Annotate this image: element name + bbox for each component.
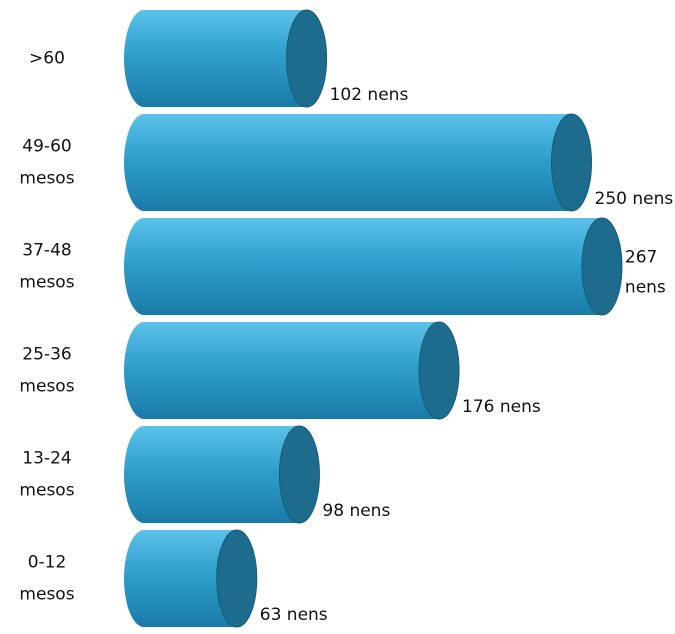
bar-5 bbox=[124, 425, 320, 524]
bar-body bbox=[124, 10, 307, 107]
bar-3 bbox=[124, 217, 623, 316]
data-label: 102 nens bbox=[330, 85, 409, 105]
category-label: 37-48 mesos bbox=[19, 241, 74, 293]
data-label: 176 nens bbox=[462, 397, 541, 417]
bar-cap bbox=[216, 529, 258, 628]
data-label: 63 nens bbox=[260, 605, 328, 625]
bar-body bbox=[124, 322, 440, 419]
data-label: 98 nens bbox=[322, 501, 390, 521]
bar-body bbox=[124, 218, 602, 315]
bar-2 bbox=[124, 113, 592, 212]
bar-1 bbox=[124, 9, 328, 108]
bar-cap bbox=[581, 217, 623, 316]
bar-cap bbox=[278, 425, 320, 524]
data-label: 250 nens bbox=[595, 189, 674, 209]
category-label: >60 bbox=[29, 49, 65, 69]
category-label: 0-12 mesos bbox=[19, 553, 74, 605]
bar-body bbox=[124, 530, 237, 627]
data-label: 267 nens bbox=[625, 248, 666, 298]
bar-body bbox=[124, 425, 300, 523]
bar-cap bbox=[418, 321, 460, 420]
category-label: 13-24 mesos bbox=[19, 449, 74, 501]
bar-body bbox=[124, 114, 572, 211]
bar-4 bbox=[124, 321, 460, 420]
bar-cap bbox=[551, 113, 592, 212]
category-label: 25-36 mesos bbox=[19, 345, 74, 397]
category-label: 49-60 mesos bbox=[19, 137, 74, 189]
bar-6 bbox=[124, 529, 258, 628]
bar-cap bbox=[286, 9, 328, 108]
